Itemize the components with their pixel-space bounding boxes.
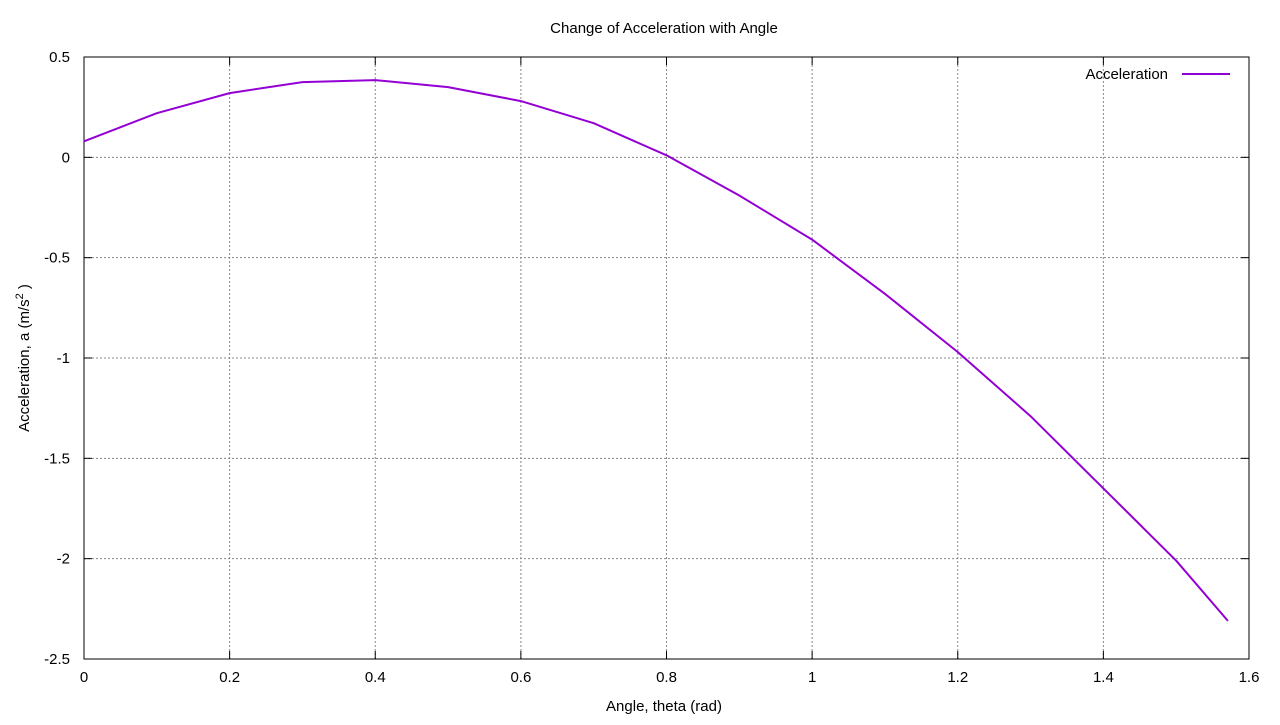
x-tick-label: 1.4 xyxy=(1093,669,1114,686)
y-axis-label-main: Acceleration, a (m/s xyxy=(16,299,33,432)
axis-ticks: 0 0.2 0.4 0.6 0.8 1 1.2 1.4 1.6 0.5 0 -0.5 -1 -1.5 -2 -… xyxy=(44,49,1259,686)
legend-label: Acceleration xyxy=(1085,66,1168,83)
x-tick-label: 1.6 xyxy=(1239,669,1260,686)
x-tick-label: 0.2 xyxy=(219,669,240,686)
y-tick-label: 0.5 xyxy=(49,49,70,66)
y-tick-label: -1 xyxy=(57,350,70,367)
y-tick-label: -1.5 xyxy=(44,450,70,467)
y-tick-label: -2 xyxy=(57,551,70,568)
x-tick-label: 1 xyxy=(808,669,816,686)
y-tick-label: -0.5 xyxy=(44,250,70,267)
x-tick-label: 0.4 xyxy=(365,669,386,686)
series-line-acceleration xyxy=(83,79,1229,622)
y-tick-label: -2.5 xyxy=(44,651,70,668)
x-tick-label: 0 xyxy=(80,669,88,686)
y-axis-label: Acceleration, a (m/s2 ) xyxy=(14,284,33,432)
series-layer xyxy=(83,79,1229,622)
y-axis-label-tail: ) xyxy=(16,284,33,293)
y-tick-label: 0 xyxy=(62,149,70,166)
legend: Acceleration xyxy=(1085,66,1230,83)
x-axis-label: Angle, theta (rad) xyxy=(606,698,722,715)
grid xyxy=(84,57,1249,659)
chart-title: Change of Acceleration with Angle xyxy=(550,20,778,37)
x-tick-label: 1.2 xyxy=(947,669,968,686)
y-axis-label-superscript: 2 xyxy=(14,293,26,299)
x-tick-label: 0.6 xyxy=(510,669,531,686)
x-tick-label: 0.8 xyxy=(656,669,677,686)
